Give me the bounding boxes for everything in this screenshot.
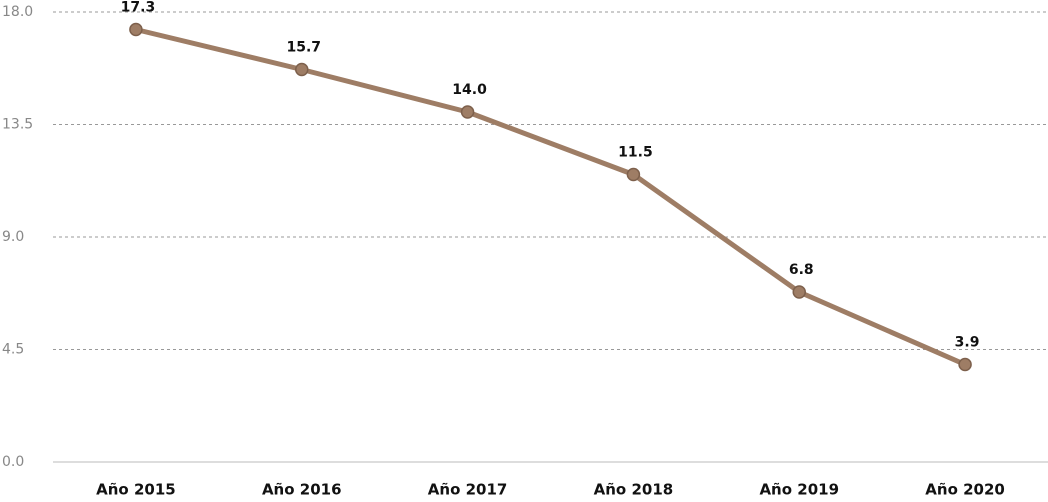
y-tick-label: 0.0	[2, 454, 24, 470]
y-tick-label: 13.5	[2, 117, 33, 133]
data-label: 3.9	[955, 335, 980, 351]
data-label: 11.5	[618, 145, 653, 161]
data-label: 6.8	[789, 262, 814, 278]
data-label: 14.0	[452, 82, 487, 98]
y-tick-label: 18.0	[2, 4, 33, 20]
x-tick-label: Año 2020	[925, 481, 1005, 499]
x-tick-label: Año 2015	[96, 481, 176, 499]
y-tick-label: 4.5	[2, 342, 24, 358]
marker	[295, 62, 309, 77]
x-tick-label: Año 2017	[428, 481, 508, 499]
marker	[460, 105, 475, 119]
marker	[958, 357, 972, 372]
x-tick-label: Año 2016	[262, 481, 342, 499]
marker	[129, 22, 143, 37]
line	[135, 27, 967, 367]
marker	[792, 285, 806, 299]
data-label: 17.3	[121, 0, 156, 16]
marker	[626, 167, 641, 182]
data-label: 15.7	[286, 40, 321, 56]
x-tick-label: Año 2019	[759, 481, 839, 499]
y-tick-label: 9.0	[2, 229, 24, 245]
x-tick-label: Año 2018	[594, 481, 674, 499]
